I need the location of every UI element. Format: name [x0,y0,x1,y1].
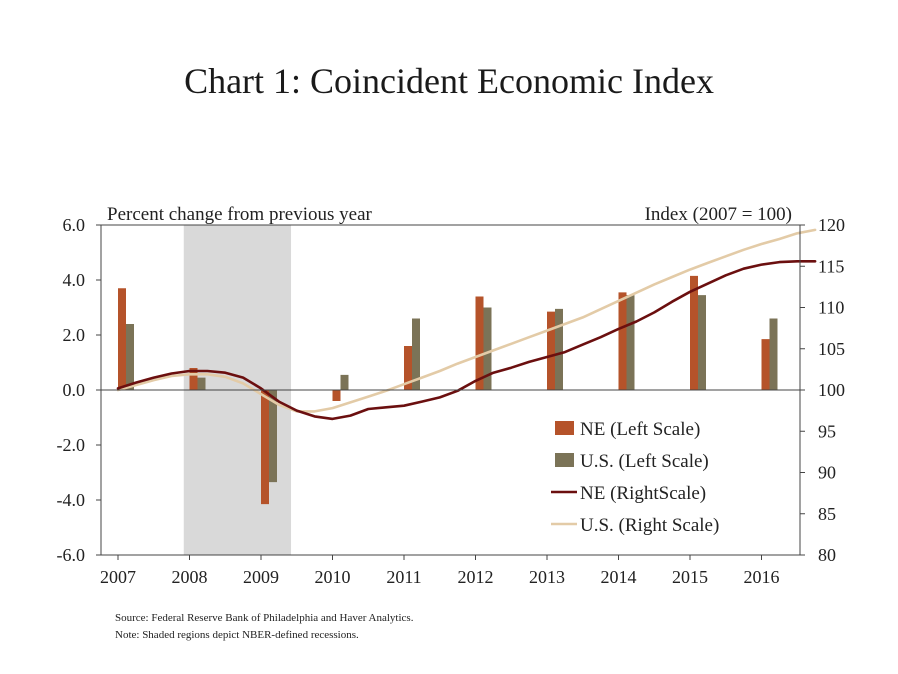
left-tick-label: 2.0 [63,325,86,345]
left-tick-label: -2.0 [57,435,86,455]
axis-layer: 6.0 4.0 2.0 0.0 -2.0 -4.0 -6.0 120 115 110 105 100 9… [57,215,846,587]
legend-us-left-label: U.S. (Left Scale) [580,451,709,472]
recession-note: Note: Shaded regions depict NBER-defined… [115,629,359,641]
x-tick-label: 2013 [529,567,565,587]
bar-ne-2014 [618,292,627,390]
bar-ne-2013 [547,311,555,390]
bar-us-2013 [555,308,563,390]
bar-us-2015 [698,295,706,390]
right-tick-label: 85 [818,504,836,524]
line-layer [116,228,817,421]
right-tick-label: 90 [818,463,836,483]
right-tick-label: 80 [818,545,836,565]
bar-us-2010 [340,374,349,390]
right-axis-label: Index (2007 = 100) [645,204,792,225]
x-tick-label: 2012 [458,567,494,587]
right-tick-label: 115 [818,256,844,276]
x-tick-label: 2008 [172,567,208,587]
right-tick-label: 105 [818,339,845,359]
bar-ne-2007 [118,288,126,390]
legend-us-left-swatch [555,453,574,467]
bar-us-2008 [197,377,206,390]
x-tick-label: 2016 [744,567,780,587]
left-tick-label: 6.0 [63,215,86,235]
left-tick-label: 4.0 [63,270,86,290]
legend-us-right-label: U.S. (Right Scale) [580,515,719,536]
source-note: Source: Federal Reserve Bank of Philadel… [115,612,414,624]
bar-ne-2008 [189,368,198,390]
legend-ne-left-label: NE (Left Scale) [580,419,700,440]
x-tick-label: 2010 [315,567,351,587]
right-tick-label: 95 [818,421,836,441]
x-tick-label: 2009 [243,567,279,587]
bar-us-2016 [769,318,778,390]
bar-us-2011 [412,318,420,390]
x-tick-label: 2014 [601,567,637,587]
bar-ne-2009 [261,390,269,505]
bar-ne-2012 [475,296,484,390]
left-tick-label: 0.0 [63,380,86,400]
bar-ne-2010 [332,390,341,401]
line-us-index [116,228,817,413]
legend-ne-left-swatch [555,421,574,435]
right-tick-label: 110 [818,298,844,318]
chart-title: Chart 1: Coincident Economic Index [184,61,714,101]
x-tick-label: 2007 [100,567,136,587]
bar-ne-2011 [404,346,412,390]
bar-us-2014 [626,295,635,390]
left-tick-label: -6.0 [57,545,86,565]
left-tick-label: -4.0 [57,490,86,510]
right-tick-label: 120 [818,215,845,235]
bar-us-2012 [483,307,492,390]
bar-us-2009 [269,390,277,483]
bar-layer [118,275,778,505]
bar-ne-2016 [761,339,770,390]
right-tick-label: 100 [818,380,845,400]
legend-ne-right-label: NE (RightScale) [580,483,706,504]
x-tick-label: 2011 [386,567,421,587]
bar-us-2007 [126,324,134,390]
bar-ne-2015 [690,275,698,390]
legend: NE (Left Scale) U.S. (Left Scale) NE (Righ… [551,419,719,536]
left-axis-label: Percent change from previous year [107,204,373,225]
x-tick-label: 2015 [672,567,708,587]
line-ne-index [116,259,817,421]
